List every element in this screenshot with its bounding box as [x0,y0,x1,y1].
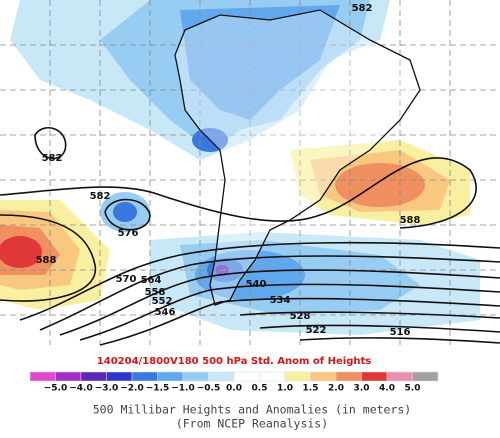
grid [0,0,500,345]
contour-label: 588 [36,255,57,266]
colorbar-label: 1.5 [303,384,319,394]
colorbar-swatch [208,371,235,382]
contour-label: 558 [145,287,166,298]
colorbar-label: 2.0 [328,384,344,394]
colorbar-label: 0.0 [226,384,242,394]
contour-label: 570 [116,274,137,285]
colorbar-swatch [386,371,413,382]
contour-label: 552 [152,296,173,307]
colorbar-swatch [157,371,184,382]
contour-label: 540 [246,279,267,290]
colorbar-swatch [29,371,56,382]
caption-line: (From NCEP Reanalysis) [176,417,328,431]
colorbar-swatch [361,371,388,382]
contour-label: 582 [42,153,63,164]
contour-label: 582 [90,191,111,202]
colorbar-swatch [55,371,82,382]
colorbar-swatch [131,371,158,382]
colorbar-swatch [233,371,260,382]
colorbar-swatch [106,371,133,382]
colorbar-swatch [335,371,362,382]
contour-label: 534 [270,295,291,306]
colorbar-label: −3.0 [95,384,118,394]
contour-label: 582 [352,3,373,14]
coastline [174,9,421,306]
colorbar-label: 3.0 [354,384,370,394]
caption-line: 500 Millibar Heights and Anomalies (in m… [93,403,412,417]
contour-label: 546 [155,307,176,318]
colorbar-swatch [412,371,439,382]
colorbar-label: −5.0 [44,384,67,394]
colorbar-swatch [80,371,107,382]
contour-label: 564 [141,275,162,286]
colorbar: −5.0 −4.0 −3.0 −2.0 −1.5 −1.0 −0.5 0.0 0.5 1.0 1.5… [29,371,439,394]
colorbar-label: −4.0 [69,384,92,394]
contour-label: 528 [290,311,311,322]
height-contours [0,126,500,346]
contour-labels: 582 582 582 576 588 570 564 558 552 546 … [36,3,421,338]
colorbar-label: 5.0 [405,384,421,394]
colorbar-label: 1.0 [277,384,293,394]
colorbar-swatch [310,371,337,382]
colorbar-label: 4.0 [379,384,395,394]
contour-label: 516 [390,327,411,338]
colorbar-label: −2.0 [120,384,143,394]
colorbar-label: −1.5 [146,384,169,394]
colorbar-swatch [259,371,286,382]
colorbar-swatch [182,371,209,382]
colorbar-label: −0.5 [197,384,220,394]
colorbar-label: 0.5 [252,384,268,394]
contour-label: 576 [118,228,139,239]
colorbar-swatch [284,371,311,382]
subtitle: 140204/1800V180 500 hPa Std. Anom of Hei… [97,356,371,367]
colorbar-label: −1.0 [171,384,194,394]
contour-label: 588 [400,215,421,226]
contour-label: 522 [306,325,327,336]
